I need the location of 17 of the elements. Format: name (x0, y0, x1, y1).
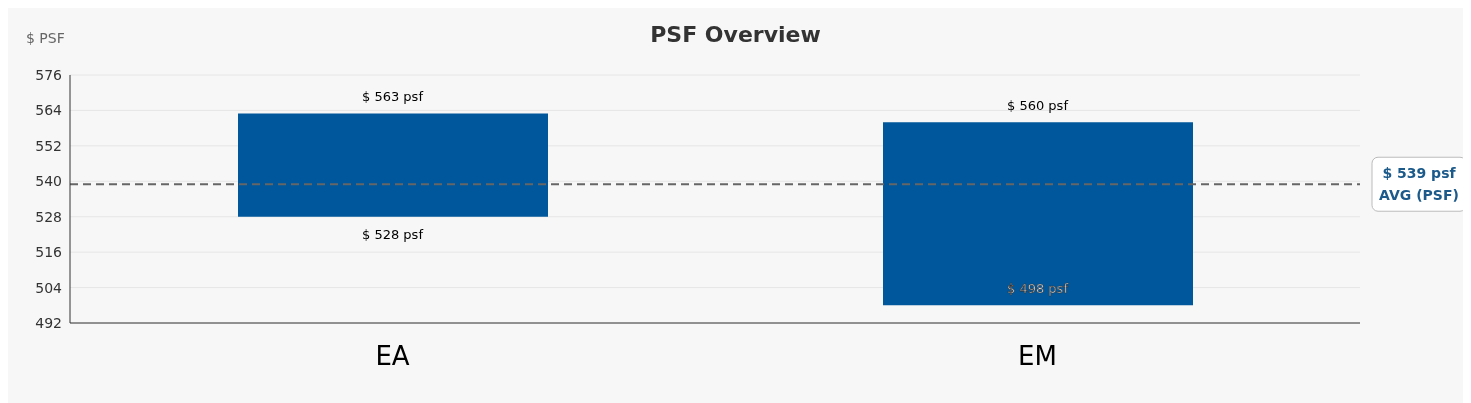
y-tick-label: 576 (35, 66, 63, 83)
x-tick-label: EM (1018, 341, 1057, 372)
annotation: $ 498 psf (1007, 281, 1069, 297)
y-axis-title: $ PSF (26, 30, 65, 46)
chart-title: PSF Overview (650, 22, 821, 47)
y-tick-label: 552 (35, 137, 62, 154)
y-tick-label: 492 (35, 314, 62, 331)
ref-line-label: $ 539 psf AVG (PSF) (1379, 165, 1459, 204)
annotation: $ 528 psf (362, 226, 424, 242)
y-tick-label: 504 (35, 279, 63, 296)
y-tick-label: 528 (35, 208, 62, 225)
annotation: $ 563 psf (362, 89, 424, 105)
annotation: $ 560 psf (1007, 98, 1069, 114)
y-tick-label: 516 (35, 244, 63, 261)
y-tick-label: 540 (35, 173, 62, 190)
y-tick-label: 564 (35, 102, 63, 119)
x-tick-label: EA (375, 341, 410, 372)
